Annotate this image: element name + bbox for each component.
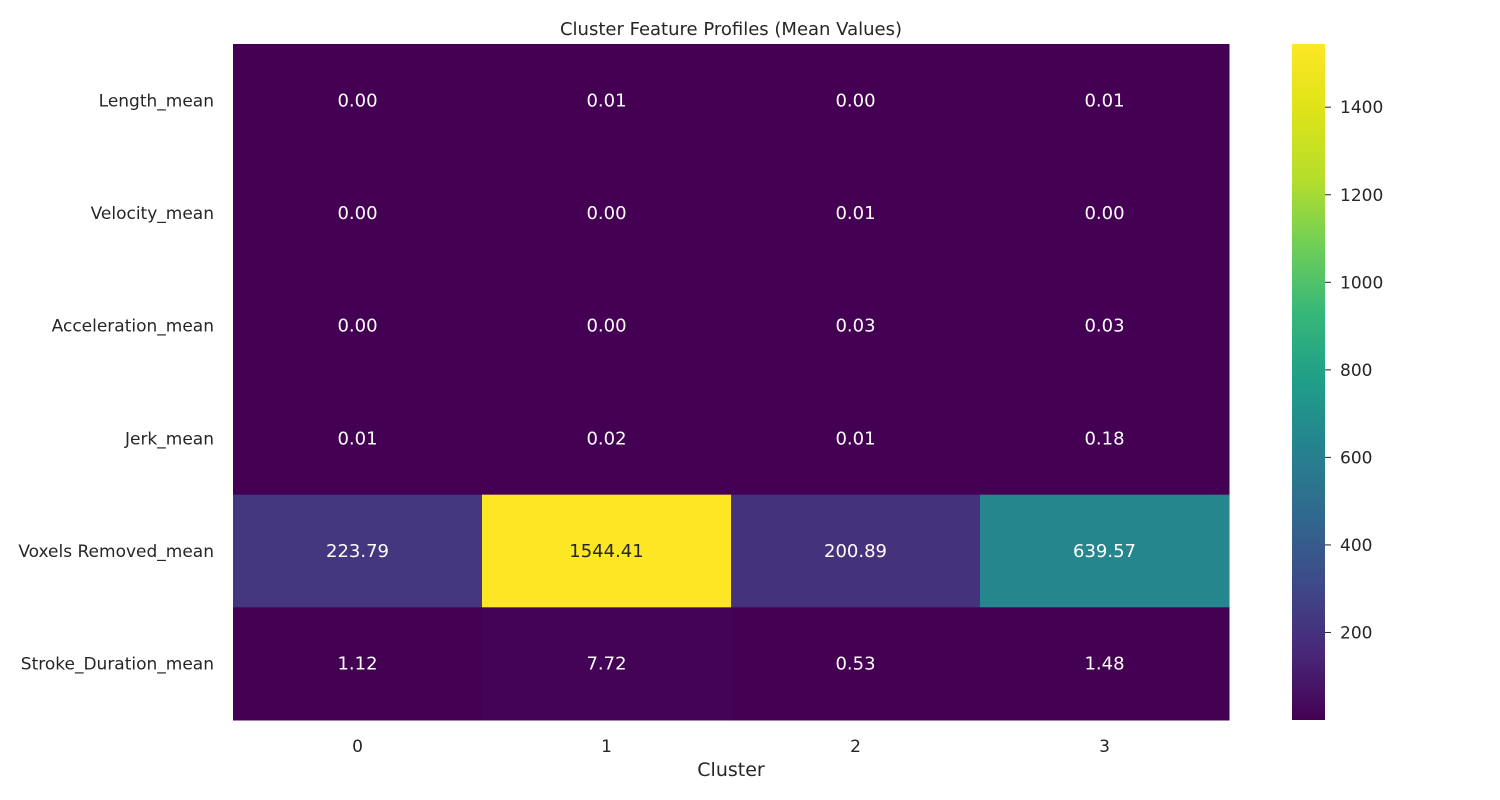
heatmap-cell [731,269,981,383]
heatmap-cells: 0.00 0.01 0.00 0.01 0.00 0.00 0.01 0.00 0.00 0.00… [233,44,1230,721]
x-tick-label: 0 [352,737,363,757]
x-tick-label: 3 [1099,737,1110,757]
heatmap-cell [233,156,483,270]
colorbar-ticks: 200 400 600 800 1000 1200 1400 [1325,98,1383,643]
heatmap-cell [731,382,981,496]
colorbar-tick-label: 1200 [1340,186,1383,206]
heatmap-cell [233,607,483,721]
cell-value-label: 0.03 [1084,316,1124,337]
cell-value-label: 0.00 [1084,203,1124,224]
cell-value-label: 0.02 [586,428,626,449]
cell-value-label: 0.00 [586,316,626,337]
colorbar-tick-label: 200 [1340,623,1372,643]
y-tick-label: Velocity_mean [91,204,214,224]
cell-value-label: 0.01 [1084,90,1124,111]
cell-value-label: 1.48 [1084,654,1124,675]
y-tick-label: Acceleration_mean [52,317,214,337]
heatmap-cell [731,607,981,721]
x-axis-label: Cluster [697,759,765,781]
heatmap-cell [233,44,483,158]
y-tick-label: Stroke_Duration_mean [21,655,214,675]
cell-value-label: 1544.41 [569,541,643,562]
colorbar-tick-label: 800 [1340,361,1372,381]
colorbar [1292,44,1325,720]
cell-value-label: 0.00 [835,90,875,111]
heatmap-cell [731,494,981,608]
heatmap-cell [980,494,1230,608]
heatmap-cell [482,382,732,496]
cell-value-label: 0.01 [835,203,875,224]
cell-value-label: 0.01 [586,90,626,111]
colorbar-tick-label: 600 [1340,448,1372,468]
heatmap-cell [980,382,1230,496]
colorbar-tick-label: 400 [1340,536,1372,556]
x-tick-label: 2 [850,737,861,757]
cell-value-label: 200.89 [824,541,887,562]
cell-value-label: 0.03 [835,316,875,337]
heatmap-cell [731,156,981,270]
heatmap-cell [233,269,483,383]
cell-value-label: 1.12 [337,654,377,675]
y-tick-labels: Length_mean Velocity_mean Acceleration_mea… [18,91,214,674]
heatmap-cell [980,44,1230,158]
cell-value-label: 0.01 [835,428,875,449]
cell-value-label: 0.00 [586,203,626,224]
cell-value-label: 7.72 [586,654,626,675]
colorbar-tick-label: 1400 [1340,98,1383,118]
cell-value-label: 639.57 [1073,541,1136,562]
cell-value-label: 0.01 [337,428,377,449]
cell-value-label: 0.00 [337,316,377,337]
y-tick-label: Voxels Removed_mean [18,542,214,562]
heatmap-cell [482,156,732,270]
heatmap-cell [980,156,1230,270]
heatmap-cell [482,44,732,158]
cell-value-label: 0.00 [337,90,377,111]
heatmap-cell [233,494,483,608]
y-tick-label: Length_mean [99,91,214,111]
cell-value-label: 0.00 [337,203,377,224]
heatmap-cell [731,44,981,158]
heatmap-cell [482,494,732,608]
heatmap-cell [233,382,483,496]
x-tick-labels: 0 1 2 3 [352,737,1110,757]
chart-title: Cluster Feature Profiles (Mean Values) [560,19,902,40]
cell-value-label: 0.18 [1084,428,1124,449]
colorbar-tick-label: 1000 [1340,273,1383,293]
cell-value-label: 223.79 [326,541,389,562]
heatmap-cell [980,269,1230,383]
heatmap-cell [482,607,732,721]
y-tick-label: Jerk_mean [124,429,214,449]
heatmap-cell [482,269,732,383]
heatmap-cell [980,607,1230,721]
x-tick-label: 1 [601,737,612,757]
cell-value-label: 0.53 [835,654,875,675]
